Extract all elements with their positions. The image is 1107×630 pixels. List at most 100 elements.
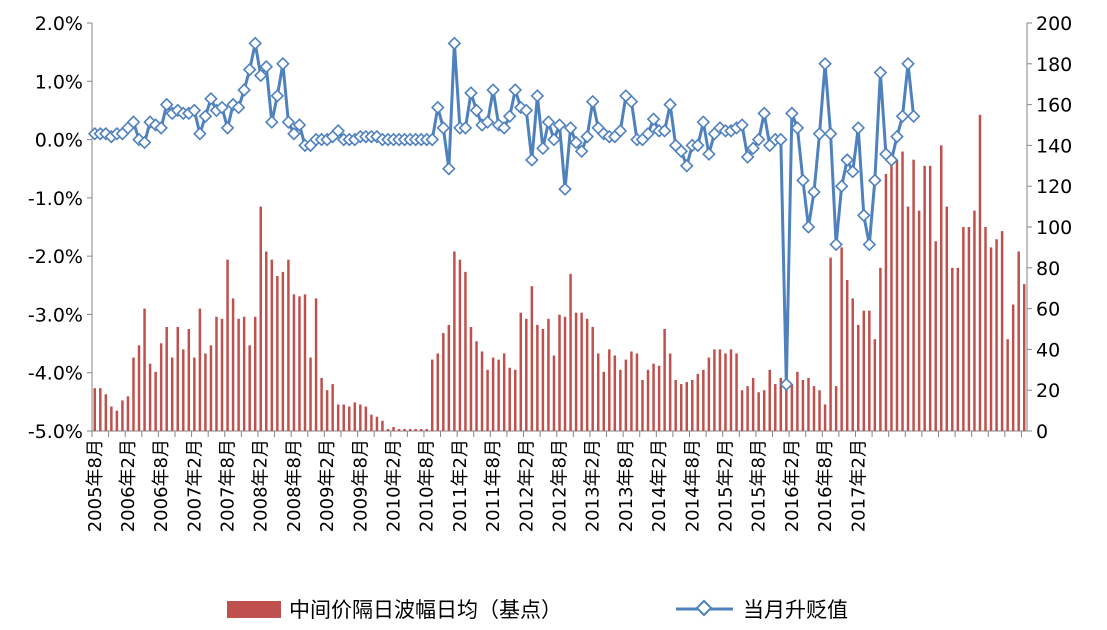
bar	[707, 357, 711, 431]
line-point	[785, 106, 799, 121]
bar	[652, 363, 655, 431]
bar	[552, 355, 556, 431]
bar	[624, 359, 628, 431]
bar	[231, 298, 235, 431]
right-tick-label: 140	[1036, 135, 1072, 157]
line-point	[480, 115, 495, 129]
bar	[1017, 251, 1020, 431]
bar	[187, 329, 191, 431]
bar	[608, 349, 611, 431]
bar	[729, 349, 733, 431]
bar	[276, 275, 279, 431]
bar	[536, 324, 539, 431]
bar	[1022, 284, 1026, 431]
bar	[265, 251, 268, 431]
line-point	[198, 109, 213, 124]
line-point	[890, 129, 904, 144]
bar	[419, 428, 423, 431]
bar	[1000, 231, 1004, 431]
bar	[613, 355, 617, 431]
line-point	[253, 68, 268, 83]
bar	[713, 349, 716, 431]
bar	[978, 114, 982, 432]
bar	[408, 428, 412, 431]
bar	[220, 318, 224, 431]
bar	[414, 428, 417, 431]
bar	[320, 377, 323, 431]
bar	[945, 206, 949, 431]
line-point	[486, 83, 500, 97]
bar	[403, 428, 406, 431]
bar	[104, 394, 108, 431]
x-tick-label: 2011年2月	[450, 439, 471, 532]
left-tick-label: 1.0%	[35, 71, 83, 93]
line-point	[430, 100, 445, 115]
bar	[392, 426, 395, 431]
bar	[115, 410, 119, 431]
x-tick-label: 2010年8月	[417, 439, 438, 532]
legend: 中间价隔日波幅日均（基点） 当月升贬值	[227, 598, 848, 622]
line-point	[796, 173, 810, 188]
bar	[331, 384, 334, 431]
line-point	[242, 62, 257, 77]
bar	[840, 247, 843, 431]
x-tick-label: 2016年2月	[782, 439, 803, 532]
x-tick-label: 2015年2月	[715, 439, 736, 532]
bar	[486, 369, 489, 431]
bar	[735, 353, 738, 431]
line-point	[818, 57, 832, 71]
line-point	[657, 124, 672, 138]
bar	[585, 318, 589, 431]
left-tick-label: -2.0%	[28, 246, 83, 268]
bar	[829, 257, 832, 431]
bar	[901, 151, 904, 431]
bar	[790, 384, 794, 431]
line-point	[331, 124, 345, 138]
line-point	[624, 94, 639, 109]
bar	[442, 333, 445, 431]
line-point	[691, 138, 705, 153]
bar	[602, 371, 606, 431]
line-point	[259, 59, 274, 74]
bar	[259, 206, 262, 431]
bar	[436, 353, 440, 431]
line-point	[812, 126, 827, 141]
bar	[818, 390, 821, 431]
bar	[336, 404, 340, 431]
line-point	[187, 103, 202, 118]
right-tick-label: 60	[1036, 299, 1060, 321]
line-point	[126, 115, 141, 129]
bar	[159, 343, 163, 431]
bar	[757, 392, 760, 431]
line-point	[265, 115, 279, 129]
bar	[303, 294, 307, 431]
line-point	[834, 179, 849, 193]
bar	[508, 367, 511, 431]
bar	[691, 380, 694, 431]
line-point	[569, 135, 583, 150]
bar	[375, 416, 379, 431]
left-axis: 2.0% 1.0% 0.0% -1.0% -2.0% -3.0% -4.0% -5.0%	[28, 13, 92, 443]
line-point	[696, 115, 711, 129]
bar	[934, 241, 937, 431]
line-point	[790, 121, 805, 135]
left-tick-label: -5.0%	[28, 421, 83, 443]
bar	[519, 312, 523, 431]
bar	[475, 341, 478, 431]
bar	[569, 273, 572, 431]
bar	[657, 365, 661, 431]
bar	[530, 286, 534, 431]
right-tick-label: 160	[1036, 95, 1072, 117]
bar	[253, 316, 257, 431]
line-point	[574, 144, 589, 159]
line-point	[464, 86, 478, 100]
bar	[541, 329, 545, 431]
bar	[121, 400, 124, 431]
bar	[862, 310, 866, 431]
line-point	[740, 150, 755, 164]
line-point	[154, 121, 168, 135]
line-series	[87, 36, 921, 392]
line-point	[220, 121, 235, 135]
bar	[619, 369, 622, 431]
line-point	[442, 161, 456, 176]
